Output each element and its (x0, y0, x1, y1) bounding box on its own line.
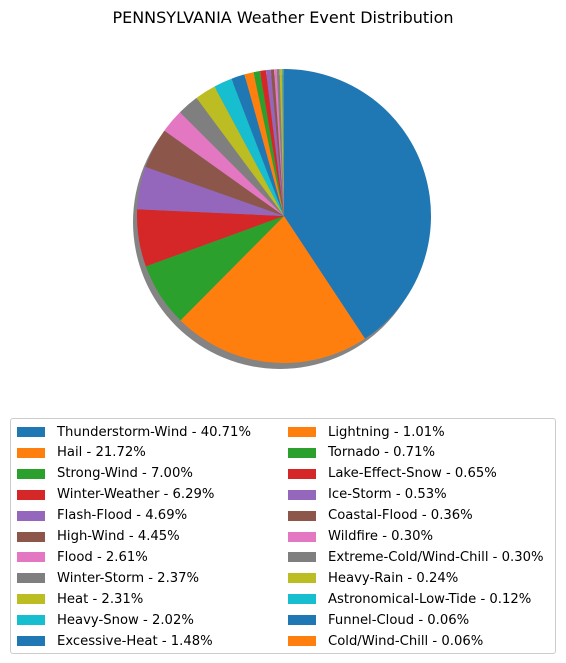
legend-item: Tornado - 0.71% (288, 443, 435, 463)
pie-slice-wildfire (274, 69, 284, 216)
legend-label: Coastal-Flood - 0.36% (328, 508, 473, 524)
pie-slice-heavy-rain (279, 69, 284, 216)
pie-slice-lake-effect-snow (259, 70, 284, 216)
legend-label: Cold/Wind-Chill - 0.06% (328, 633, 484, 649)
legend-swatch (288, 594, 316, 605)
legend-swatch (17, 510, 45, 521)
pie-slice-winter-storm (179, 97, 284, 216)
legend-swatch (288, 510, 316, 521)
legend-swatch (17, 552, 45, 563)
legend-item: Lightning - 1.01% (288, 422, 445, 442)
legend-swatch (288, 489, 316, 500)
legend-item: Heavy-Snow - 2.02% (17, 610, 194, 630)
legend-swatch (288, 573, 316, 584)
legend-swatch (288, 636, 316, 646)
legend-label: Flood - 2.61% (57, 549, 148, 565)
legend-label: Astronomical-Low-Tide - 0.12% (328, 591, 532, 607)
legend-swatch (17, 594, 45, 605)
legend-swatch (17, 531, 45, 542)
legend-item: Wildfire - 0.30% (288, 527, 433, 547)
legend-label: Lightning - 1.01% (328, 424, 445, 440)
legend-item: Coastal-Flood - 0.36% (288, 506, 473, 526)
legend-label: Lake-Effect-Snow - 0.65% (328, 466, 497, 482)
legend: Thunderstorm-Wind - 40.71% Hail - 21.72% S… (10, 418, 556, 654)
pie-slice-ice-storm (265, 69, 284, 216)
legend-label: Strong-Wind - 7.00% (57, 466, 193, 482)
pie-slice-hail (180, 216, 365, 363)
legend-item: Heat - 2.31% (17, 589, 143, 609)
pie-slice-cold-wind-chill (283, 69, 284, 216)
pie-slice-coastal-flood (270, 69, 284, 216)
legend-label: Funnel-Cloud - 0.06% (328, 612, 470, 628)
legend-item: High-Wind - 4.45% (17, 527, 180, 547)
legend-item: Extreme-Cold/Wind-Chill - 0.30% (288, 547, 544, 567)
chart-title: PENNSYLVANIA Weather Event Distribution (112, 8, 454, 27)
legend-swatch (17, 489, 45, 500)
pie-slice-flood (164, 112, 284, 216)
legend-swatch (17, 468, 45, 479)
legend-swatch (288, 427, 316, 437)
legend-item: Flash-Flood - 4.69% (17, 506, 187, 526)
pie-slice-lightning (244, 72, 284, 216)
pie-slice-astronomical-low-tide (281, 69, 284, 216)
pie-slice-thunderstorm-wind (284, 69, 432, 339)
legend-item: Thunderstorm-Wind - 40.71% (17, 422, 251, 442)
legend-item: Heavy-Rain - 0.24% (288, 568, 458, 588)
legend-swatch (17, 636, 45, 646)
legend-item: Winter-Storm - 2.37% (17, 568, 199, 588)
legend-item: Hail - 21.72% (17, 443, 146, 463)
pie-slice-heat (196, 86, 284, 216)
pie-slice-extreme-cold-wind-chill (276, 69, 284, 216)
pie-slice-flash-flood (137, 166, 284, 216)
legend-swatch (288, 468, 316, 479)
legend-swatch (288, 615, 316, 626)
legend-label: Tornado - 0.71% (328, 445, 435, 461)
legend-label: Excessive-Heat - 1.48% (57, 633, 213, 649)
legend-label: Flash-Flood - 4.69% (57, 508, 188, 524)
legend-label: Heavy-Rain - 0.24% (328, 570, 459, 586)
pie-slice-strong-wind (145, 216, 284, 321)
pie-slice-excessive-heat (231, 74, 284, 216)
legend-item: Strong-Wind - 7.00% (17, 464, 193, 484)
legend-item: Astronomical-Low-Tide - 0.12% (288, 589, 531, 609)
legend-label: Heavy-Snow - 2.02% (57, 612, 194, 628)
legend-item: Flood - 2.61% (17, 547, 148, 567)
legend-swatch (17, 427, 45, 437)
pie-slice-winter-weather (137, 209, 284, 267)
legend-swatch (17, 615, 45, 626)
legend-swatch (288, 447, 316, 458)
legend-swatch (17, 447, 45, 458)
legend-label: Thunderstorm-Wind - 40.71% (57, 424, 251, 440)
pie-slice-funnel-cloud (282, 69, 284, 216)
legend-swatch (288, 552, 316, 563)
legend-label: Heat - 2.31% (57, 591, 144, 607)
legend-label: Ice-Storm - 0.53% (328, 487, 447, 503)
legend-swatch (17, 573, 45, 584)
pie-chart (133, 69, 432, 369)
pie-slices (137, 69, 432, 363)
legend-item: Cold/Wind-Chill - 0.06% (288, 631, 483, 651)
legend-item: Lake-Effect-Snow - 0.65% (288, 464, 497, 484)
pie-slice-tornado (253, 70, 284, 216)
legend-item: Funnel-Cloud - 0.06% (288, 610, 469, 630)
legend-label: Winter-Storm - 2.37% (57, 570, 200, 586)
legend-swatch (288, 531, 316, 542)
legend-item: Winter-Weather - 6.29% (17, 485, 214, 505)
legend-label: High-Wind - 4.45% (57, 529, 180, 544)
legend-label: Hail - 21.72% (57, 445, 146, 461)
legend-item: Excessive-Heat - 1.48% (17, 631, 213, 651)
legend-item: Ice-Storm - 0.53% (288, 485, 447, 505)
pie-slice-heavy-snow (214, 78, 284, 216)
legend-label: Wildfire - 0.30% (328, 529, 434, 544)
pie-slice-high-wind (145, 130, 284, 216)
legend-label: Winter-Weather - 6.29% (57, 487, 215, 503)
legend-label: Extreme-Cold/Wind-Chill - 0.30% (328, 549, 544, 565)
